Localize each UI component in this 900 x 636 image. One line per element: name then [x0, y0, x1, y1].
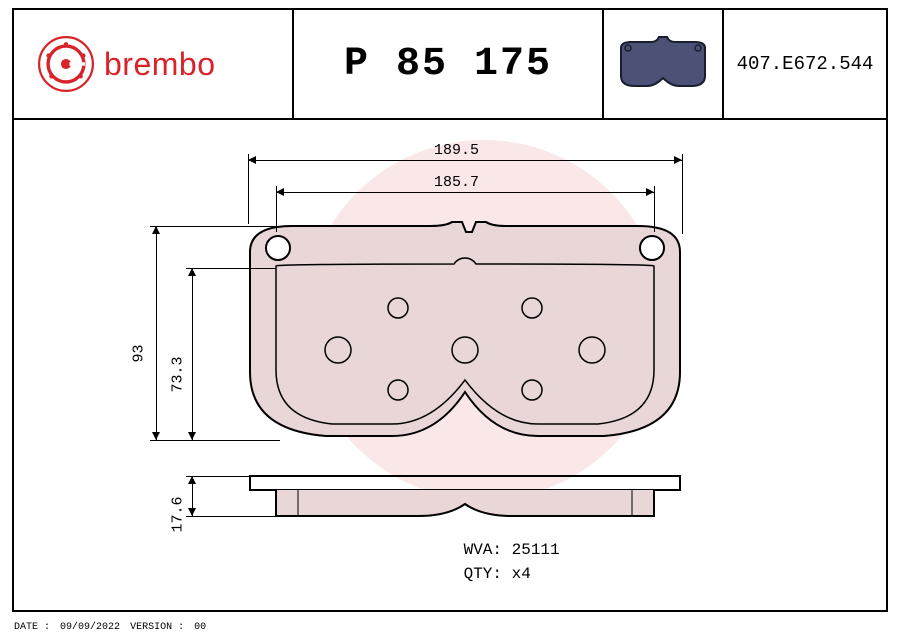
dim-width-inner: [276, 192, 654, 193]
pad-front-view: [248, 220, 682, 446]
dim-width-inner-label: 185.7: [434, 174, 479, 191]
logo-cell: brembo: [14, 10, 294, 118]
footer-version-value: 00: [194, 622, 206, 633]
wva-value: 25111: [512, 541, 560, 559]
footer-date-value: 09/09/2022: [60, 622, 120, 633]
dim-width-outer-label: 189.5: [434, 142, 479, 159]
dim-height-inner-label: 73.3: [170, 356, 187, 392]
ext-line: [150, 440, 280, 441]
info-block: WVA: 25111 QTY: x4: [452, 538, 560, 586]
dim-height-outer: [156, 226, 157, 440]
dim-height-outer-label: 93: [131, 344, 148, 362]
qty-label: QTY:: [452, 562, 502, 586]
brand-name: brembo: [104, 46, 216, 83]
wva-row: WVA: 25111: [452, 538, 560, 562]
qty-row: QTY: x4: [452, 562, 560, 586]
part-number: P 85 175: [294, 10, 604, 118]
dim-width-outer: [248, 160, 682, 161]
ext-line: [186, 476, 276, 477]
pad-side-view: [248, 472, 682, 522]
footer-date-label: DATE :: [14, 622, 50, 633]
ext-line: [150, 226, 280, 227]
ext-line: [186, 516, 276, 517]
footer-version-label: VERSION :: [130, 622, 184, 633]
ext-line: [654, 186, 655, 232]
dim-height-inner: [192, 268, 193, 440]
footer: DATE : 09/09/2022 VERSION : 00: [14, 622, 210, 633]
ext-line: [186, 268, 276, 269]
dim-thickness: [192, 476, 193, 516]
qty-value: x4: [512, 565, 531, 583]
secondary-code: 407.E672.544: [724, 10, 886, 118]
dim-thickness-label: 17.6: [170, 496, 187, 532]
brembo-logo-icon: [38, 36, 94, 92]
product-thumbnail: [604, 10, 724, 118]
wva-label: WVA:: [452, 538, 502, 562]
ext-line: [682, 154, 683, 234]
ext-line: [248, 154, 249, 224]
drawing-frame: brembo P 85 175 407.E672.544: [12, 8, 888, 612]
header-row: brembo P 85 175 407.E672.544: [14, 10, 886, 120]
drawing-area: 189.5 185.7 93 73.3 17.6 WVA: 25111 QTY:…: [14, 120, 886, 610]
